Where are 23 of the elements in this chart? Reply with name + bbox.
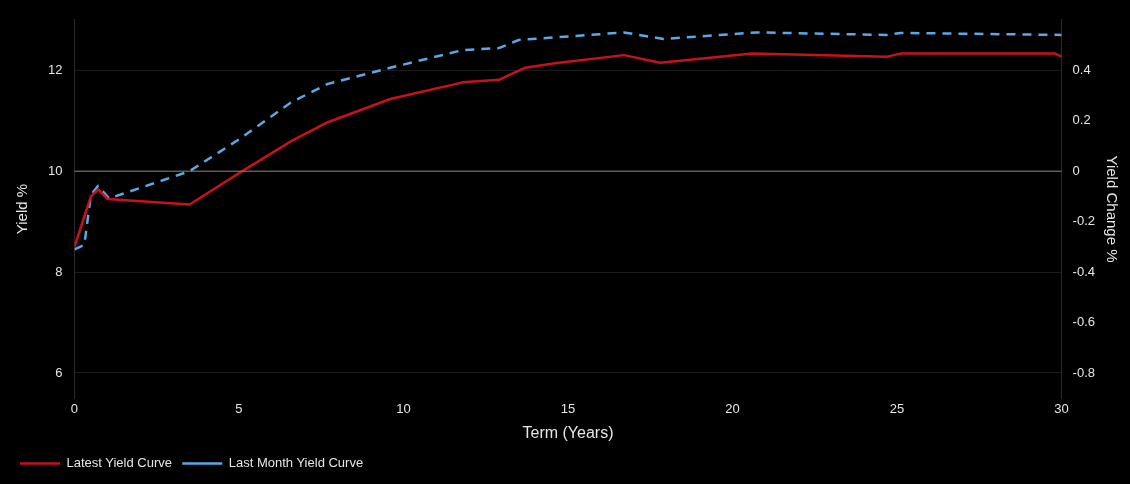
- y-tick-label: 10: [47, 162, 63, 178]
- x-tick-label: 0: [70, 400, 79, 416]
- y2-tick-label: 0: [1072, 162, 1080, 178]
- x-tick-label: 20: [725, 400, 740, 416]
- legend-label: Last Month Yield Curve: [228, 455, 364, 471]
- y2-tick-label: -0.8: [1072, 364, 1096, 380]
- y-tick-label: 12: [47, 61, 63, 77]
- y2-axis-title: Yield Change %: [1103, 155, 1121, 263]
- x-tick-label: 25: [889, 400, 905, 416]
- x-tick-label: 10: [396, 400, 411, 416]
- y-tick-label: 6: [55, 364, 63, 380]
- y-axis-title: Yield %: [13, 183, 31, 235]
- x-tick-label: 15: [560, 400, 576, 416]
- y2-tick-label: 0.2: [1072, 112, 1091, 128]
- x-tick-label: 5: [235, 400, 243, 416]
- x-axis-title: Term (Years): [522, 423, 614, 441]
- y2-tick-label: -0.6: [1072, 314, 1096, 330]
- y-tick-label: 8: [55, 263, 63, 279]
- y2-tick-label: 0.4: [1072, 61, 1091, 77]
- y2-tick-label: -0.2: [1072, 213, 1096, 229]
- legend-label: Latest Yield Curve: [66, 455, 173, 471]
- y2-tick-label: -0.4: [1072, 263, 1096, 279]
- x-tick-label: 30: [1054, 400, 1069, 416]
